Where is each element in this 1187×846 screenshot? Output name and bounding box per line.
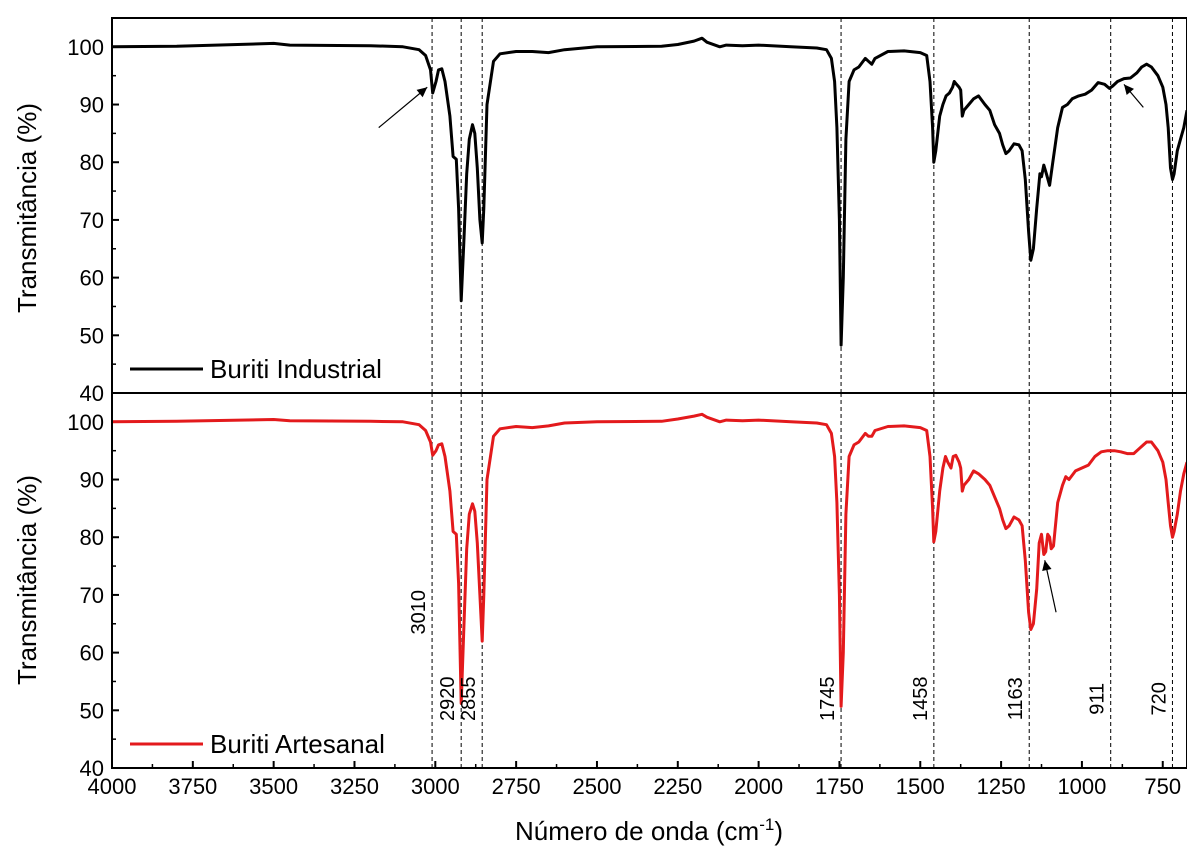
y-tick-label-100: 100: [67, 410, 104, 435]
x-axis-label-end: ): [774, 816, 783, 846]
arrow-head-top-0: [416, 87, 428, 98]
x-tick-label-3250: 3250: [330, 774, 379, 799]
x-tick-label-1250: 1250: [977, 774, 1026, 799]
y-tick-label-50: 50: [80, 698, 104, 723]
vline-group-bottom: [431, 393, 1173, 768]
x-tick-label-1000: 1000: [1057, 774, 1106, 799]
x-tick-label-1500: 1500: [896, 774, 945, 799]
legend-label-industrial: Buriti Industrial: [210, 354, 382, 384]
peak-label-1163: 1163: [1005, 677, 1027, 720]
x-axis-label: Número de onda (cm-1): [515, 815, 783, 846]
y-tick-label-70: 70: [80, 583, 104, 608]
x-tick-label-3000: 3000: [411, 774, 460, 799]
peak-label-1458: 1458: [910, 677, 932, 722]
vline-group-top: [431, 18, 1173, 393]
peak-label-911: 911: [1087, 683, 1109, 715]
x-tick-label-2500: 2500: [572, 774, 621, 799]
y-tick-label-90: 90: [80, 93, 104, 118]
y-axis-label-top: Transmitância (%): [12, 103, 42, 313]
arrow-group-bottom: [1042, 560, 1057, 613]
x-tick-label-2000: 2000: [734, 774, 783, 799]
y-tick-label-80: 80: [80, 525, 104, 550]
peak-label-2855: 2855: [458, 677, 480, 722]
x-tick-label-4000: 4000: [88, 774, 137, 799]
legend-label-artesanal: Buriti Artesanal: [210, 729, 385, 759]
peak-label-2920: 2920: [437, 677, 459, 722]
y-tick-label-80: 80: [80, 150, 104, 175]
panel-artesanal: Transmitância (%) 40 50 60 70 80 90 100 4000 37…: [12, 392, 1187, 846]
x-axis-label-sup: -1: [759, 815, 774, 834]
y-axis-label-bottom: Transmitância (%): [12, 475, 42, 685]
arrow-head-bottom-0: [1042, 560, 1052, 572]
y-tick-label-60: 60: [80, 266, 104, 291]
y-tick-label-90: 90: [80, 468, 104, 493]
x-tick-label-750: 750: [1144, 774, 1181, 799]
peak-label-1745: 1745: [817, 677, 839, 722]
arrow-shaft-top-0: [378, 86, 428, 129]
x-ticks: 4000 3750 3500 3250 3000 2750 2500 2250 2000 1750…: [88, 761, 1181, 799]
legend-bottom: Buriti Artesanal: [130, 729, 385, 759]
y-tick-label-40: 40: [80, 381, 104, 406]
peak-label-group: 3010 2920 2855 1745 1458 1163 911 720: [408, 590, 1170, 721]
panel-industrial: Transmitância (%) 40 50 60 70 80 90 100 Buriti…: [12, 17, 1187, 406]
x-tick-label-2750: 2750: [492, 774, 541, 799]
y-tick-label-40: 40: [80, 756, 104, 781]
series-line-top-0: [111, 36, 1187, 347]
x-tick-label-2250: 2250: [653, 774, 702, 799]
y-tick-label-70: 70: [80, 208, 104, 233]
legend-top: Buriti Industrial: [130, 354, 382, 384]
series-group-top: [111, 36, 1187, 347]
peak-label-720: 720: [1148, 682, 1170, 715]
y-tick-label-100: 100: [67, 35, 104, 60]
y-ticks-top: 40 50 60 70 80 90 100: [67, 35, 119, 406]
series-group-bottom: [111, 412, 1187, 708]
x-tick-label-1750: 1750: [815, 774, 864, 799]
plot-frame-bottom: [111, 392, 1187, 769]
x-tick-label-3750: 3750: [168, 774, 217, 799]
y-tick-label-60: 60: [80, 641, 104, 666]
x-tick-label-3500: 3500: [249, 774, 298, 799]
arrow-head-top-1: [1123, 84, 1134, 96]
y-tick-label-50: 50: [80, 323, 104, 348]
x-axis-label-main: Número de onda (cm: [515, 816, 759, 846]
series-line-bottom-0: [111, 412, 1187, 708]
peak-label-3010: 3010: [408, 590, 430, 635]
arrow-group-top: [378, 83, 1144, 129]
